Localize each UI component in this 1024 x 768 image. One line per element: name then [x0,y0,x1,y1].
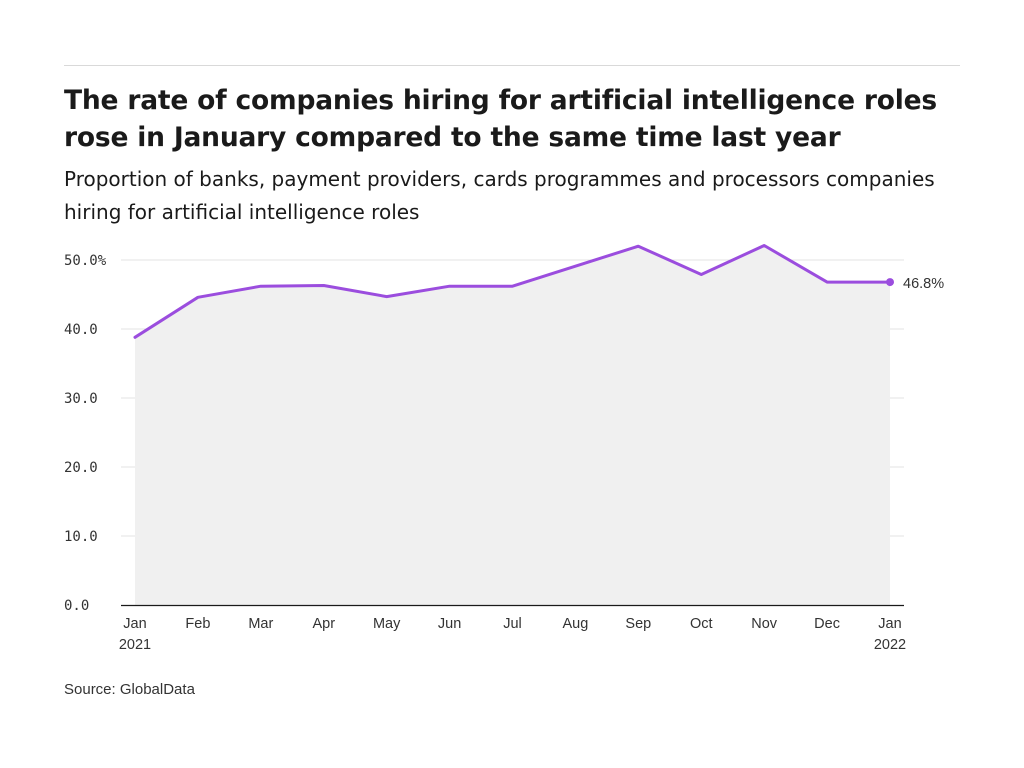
x-tick-label: Sep [625,616,651,632]
end-point-marker [886,278,894,287]
series-line [133,244,892,339]
x-tick-year-label: 2022 [874,637,906,653]
end-value-label: 46.8% [903,276,944,292]
y-tick-label: 50.0% [64,253,107,269]
x-tick-label: Nov [751,616,778,632]
y-tick-label: 0.0 [64,598,89,614]
end-markers: 46.8% [886,276,944,292]
x-tick-year-label: 2021 [119,637,151,653]
x-tick-label: Mar [248,616,273,632]
chart-subtitle: Proportion of banks, payment providers, … [64,167,935,224]
x-tick-label: Jan [878,616,901,632]
x-tick-label: Jul [503,616,522,632]
x-tick-label: Oct [690,616,713,632]
y-tick-label: 10.0 [64,529,98,545]
y-tick-label: 40.0 [64,322,98,338]
y-axis-tick-labels: 0.0 10.0 20.0 30.0 40.0 50.0% [64,253,107,614]
area-fill [135,245,890,605]
y-tick-label: 20.0 [64,460,98,476]
x-tick-label: Jan [123,616,146,632]
chart-title: The rate of companies hiring for artific… [64,85,937,153]
x-tick-label: May [373,616,401,632]
x-tick-label: Aug [563,616,589,632]
x-tick-label: Jun [438,616,461,632]
y-tick-label: 30.0 [64,391,98,407]
x-tick-label: Dec [814,616,840,632]
x-tick-label: Apr [312,616,335,632]
x-tick-label: Feb [185,616,210,632]
top-rule [64,65,960,66]
x-axis-tick-labels: Jan 2021 Feb Mar Apr May Jun Jul Aug Sep Oct Nov Dec… [119,616,906,653]
source-note: Source: GlobalData [64,681,195,698]
